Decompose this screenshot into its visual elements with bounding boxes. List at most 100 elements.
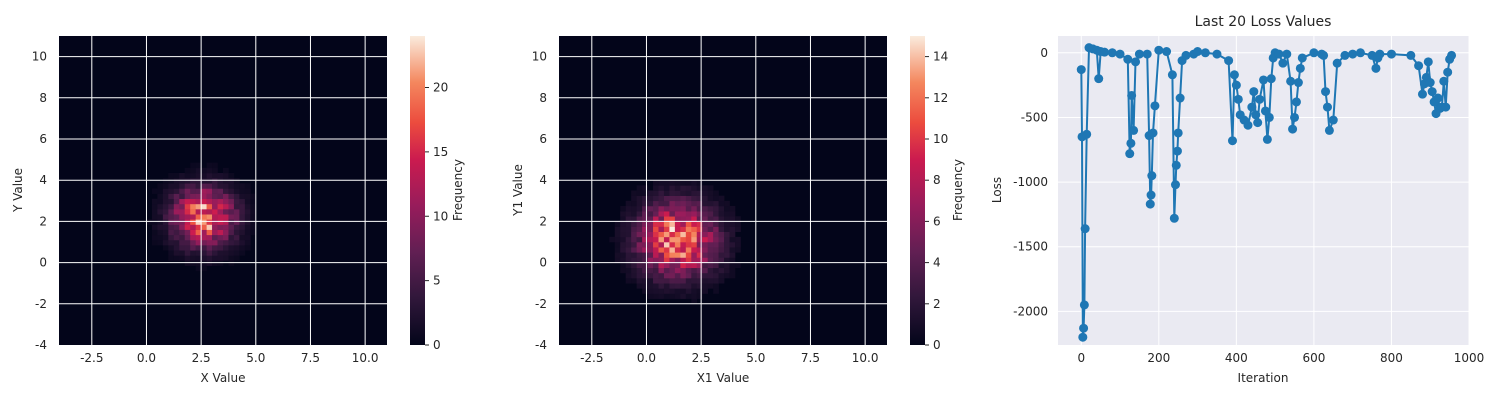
heatmap-cell-85 (179, 183, 186, 189)
heatmap-cell-123 (653, 267, 659, 274)
heatmap-cell-137 (195, 214, 202, 220)
heatmap-cell-117 (647, 190, 654, 196)
heatmap-cell-194 (669, 257, 676, 263)
heatmap-cell-155 (658, 221, 665, 227)
heatmap-cell-297 (691, 205, 698, 212)
heatmap-cell-160 (658, 195, 665, 202)
heatmap-cell-41 (631, 262, 637, 269)
heatmap-cell-148 (201, 265, 207, 272)
loss-point-66 (1282, 49, 1292, 59)
heatmap-cell-377 (713, 236, 719, 243)
x-tick-label-5: 10.0 (852, 351, 879, 365)
loss-point-28 (1150, 101, 1160, 111)
heatmap-cell-37 (168, 255, 175, 261)
heatmap-cell-310 (250, 203, 257, 210)
heatmap-cell-109 (647, 231, 654, 238)
heatmap-cell-439 (735, 216, 741, 222)
heatmap-cell-168 (206, 260, 213, 266)
heatmap-cell-341 (702, 211, 708, 217)
loss-point-58 (1260, 106, 1270, 116)
loss-point-59 (1262, 134, 1272, 144)
loss-x-tick-label-1: 200 (1147, 351, 1170, 365)
heatmap-cell-48 (631, 226, 637, 232)
heatmap-cell-178 (663, 221, 670, 227)
heatmap-cell-309 (696, 262, 703, 269)
heatmap-cell-287 (239, 203, 246, 210)
heatmap-cell-424 (729, 247, 736, 253)
heatmap-cell-28 (625, 247, 632, 253)
heatmap-cell-283 (691, 278, 698, 284)
colorbar-tick-label-4: 8 (933, 173, 941, 187)
heatmap-cell-413 (724, 226, 730, 232)
heatmap-cell-9 (620, 267, 626, 274)
heatmap-cell-48 (168, 198, 175, 205)
loss-point-57 (1259, 75, 1268, 85)
heatmap-cell-426 (729, 236, 736, 243)
loss-point-69 (1290, 112, 1300, 122)
heatmap-cell-170 (663, 262, 670, 269)
heatmap-cell-225 (217, 172, 224, 179)
heatmap-cell-35 (625, 211, 632, 217)
loss-point-16 (1125, 149, 1135, 159)
heatmap-cell-128 (195, 260, 202, 266)
heatmap-cell-226 (674, 211, 681, 217)
heatmap-cell-238 (680, 267, 687, 274)
heatmap-cell-235 (223, 209, 229, 215)
heatmap-cell-145 (195, 172, 202, 179)
heatmap-cell-125 (653, 257, 659, 263)
heatmap-cell-73 (636, 195, 643, 202)
loss-x-tick-label-4: 800 (1380, 351, 1403, 365)
heatmap-cell-52 (168, 178, 175, 184)
heatmap-cell-101 (184, 193, 191, 200)
heatmap-cell-76 (179, 229, 186, 236)
heatmap-cell-5 (151, 219, 158, 225)
heatmap-cell-247 (228, 245, 235, 251)
heatmap-cell-118 (190, 203, 196, 210)
heatmap-cell-75 (179, 234, 186, 241)
loss-point-34 (1171, 160, 1181, 170)
heatmap-cell-151 (201, 250, 207, 256)
heatmap-cell-115 (647, 200, 654, 207)
heatmap-cell-60 (636, 262, 643, 269)
heatmap-cell-38 (631, 278, 637, 284)
colorbar-tick-label-3: 6 (933, 214, 941, 228)
heatmap-cell-226 (223, 255, 229, 261)
heatmap-cell-159 (201, 209, 207, 215)
heatmap-cell-312 (696, 247, 703, 253)
heatmap-cell-26 (625, 257, 632, 263)
heatmap-cell-115 (190, 219, 196, 225)
heatmap-cell-334 (702, 247, 708, 253)
heatmap-cell-95 (642, 190, 648, 196)
loss-point-22 (1142, 49, 1152, 59)
y-tick-label-6: 8 (539, 91, 547, 105)
heatmap-cell-224 (674, 221, 681, 227)
heatmap-cell-92 (642, 205, 648, 212)
heatmap-cell-410 (724, 242, 730, 248)
heatmap-cell-152 (201, 245, 207, 251)
loss-point-12 (1100, 47, 1110, 57)
heatmap-cell-284 (691, 272, 698, 279)
heatmap-cell-116 (647, 195, 654, 202)
heatmap-cell-91 (184, 245, 191, 251)
heatmap-cell-224 (217, 178, 224, 184)
heatmap-cell-268 (685, 231, 692, 238)
heatmap-cell-259 (228, 183, 235, 189)
heatmap-cell-262 (685, 262, 692, 269)
heatmap-cell-345 (702, 190, 708, 196)
heatmap-1-grid (59, 36, 387, 345)
heatmap-cell-50 (631, 216, 637, 222)
heatmap-cell-269 (685, 226, 692, 232)
loss-y-tick-label-3: -500 (1021, 110, 1048, 124)
loss-point-90 (1406, 50, 1416, 60)
heatmap-cell-17 (157, 209, 164, 215)
heatmap-cell-276 (233, 183, 240, 189)
heatmap-cell-17 (620, 226, 626, 232)
heatmap-cell-432 (729, 205, 736, 212)
heatmap-cell-189 (212, 255, 218, 261)
heatmap-cell-420 (729, 267, 736, 274)
heatmap-cell-66 (173, 193, 180, 200)
loss-point-24 (1145, 199, 1155, 209)
heatmap-cell-150 (201, 255, 207, 261)
heatmap-cell-135 (653, 205, 659, 212)
heatmap-cell-56 (173, 245, 180, 251)
